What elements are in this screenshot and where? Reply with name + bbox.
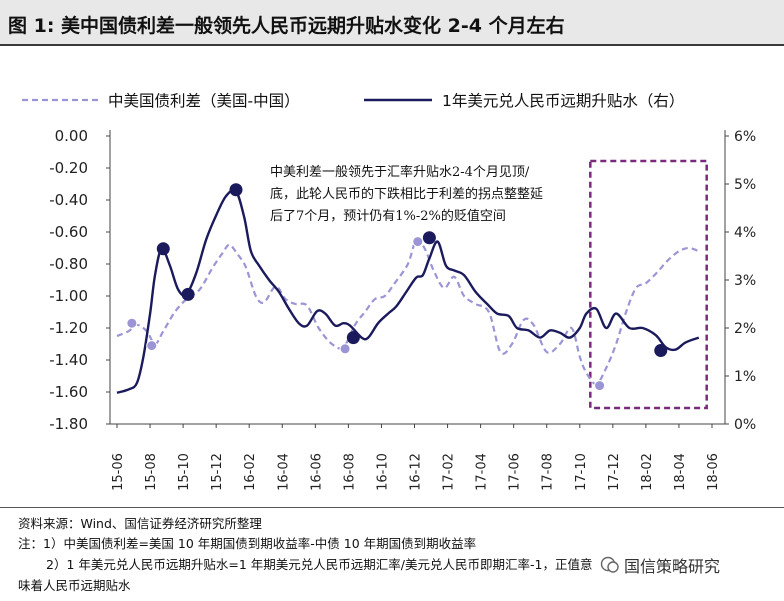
y-right-tick-label: 4%: [734, 225, 756, 241]
x-tick-label: 17-02: [442, 453, 457, 491]
title-bar: 图 1: 美中国债利差一般领先人民币远期升贴水变化 2-4 个月左右: [0, 0, 784, 46]
x-tick-label: 18-02: [640, 453, 655, 491]
x-tick-label: 15-10: [177, 453, 192, 491]
x-tick-label: 17-04: [475, 453, 490, 491]
note-1: 注：1）中美国债利差=美国 10 年期国债到期收益率-中债 10 年期国债到期收…: [18, 536, 477, 551]
spread-marker: [126, 317, 138, 329]
x-tick-label: 16-12: [409, 453, 424, 491]
legend-label-spread: 中美国债利差（美国-中国）: [108, 92, 300, 110]
forward-points-marker: [181, 287, 195, 301]
x-tick-label: 17-12: [607, 453, 622, 491]
x-tick-label: 15-08: [144, 453, 159, 491]
legend: 中美国债利差（美国-中国） 1年美元兑人民币远期升贴水（右）: [22, 92, 684, 110]
chart-area: 中美国债利差（美国-中国） 1年美元兑人民币远期升贴水（右） 0.00 -0.20 -…: [22, 92, 756, 491]
x-tick-label: 15-12: [210, 453, 225, 491]
watermark: 国信策略研究: [600, 553, 784, 577]
y-left-tick-label: -0.40: [49, 191, 88, 209]
x-tick-label: 17-06: [508, 453, 523, 491]
forward-points-marker: [422, 231, 436, 245]
x-tick-label: 17-08: [541, 453, 556, 491]
note-3: 味着人民币远期贴水: [18, 578, 131, 593]
markers-layer: [126, 183, 668, 392]
x-tick-label: 15-06: [111, 453, 126, 491]
spread-marker: [339, 343, 351, 355]
y-left-tick-label: -1.40: [49, 351, 88, 369]
x-tick-label: 16-02: [243, 453, 258, 491]
annotation-line: 底，此轮人民币的下跌相比于利差的拐点整整延: [270, 186, 543, 202]
legend-label-forward-points: 1年美元兑人民币远期升贴水（右）: [442, 92, 684, 110]
y-left-tick-label: -1.00: [49, 287, 88, 305]
spread-marker: [146, 340, 158, 352]
watermark-text: 国信策略研究: [624, 557, 721, 576]
x-tick-label: 16-06: [309, 453, 324, 491]
y-left-tick-label: -0.20: [49, 159, 88, 177]
wechat-icon: [600, 556, 619, 573]
chart-title: 图 1: 美中国债利差一般领先人民币远期升贴水变化 2-4 个月左右: [8, 15, 565, 37]
x-tick-label: 16-04: [276, 453, 291, 491]
annotation-text: 中美利差一般领先于汇率升贴水2-4个月见顶/底，此轮人民币的下跌相比于利差的拐点…: [270, 164, 543, 224]
y-right-tick-label: 1%: [734, 369, 756, 385]
y-right-tick-label: 0%: [734, 417, 756, 433]
series-layer: [116, 188, 700, 394]
spread-marker: [412, 236, 424, 248]
y-left-tick-label: 0.00: [55, 127, 88, 145]
forward-points-marker: [229, 183, 243, 197]
source-note: 资料来源：Wind、国信证券经济研究所整理: [18, 516, 262, 531]
x-tick-label: 16-10: [375, 453, 390, 491]
y-right-tick-label: 5%: [734, 177, 756, 193]
axes: 0.00 -0.20 -0.40 -0.60 -0.80 -1.00 -1.20 -1.40 -…: [49, 127, 756, 491]
x-tick-label: 17-10: [574, 453, 589, 491]
y-left-tick-label: -0.60: [49, 223, 88, 241]
y-right-tick-label: 3%: [734, 273, 756, 289]
highlight-box: [589, 159, 708, 410]
x-tick-label: 18-04: [673, 453, 688, 491]
y-left-tick-label: -1.20: [49, 319, 88, 337]
forward-points-marker: [346, 331, 360, 345]
forward-points-marker: [654, 344, 668, 358]
annotation-line: 后了7个月，预计仍有1%-2%的贬值空间: [270, 208, 506, 224]
y-right-tick-label: 2%: [734, 321, 756, 337]
spread-marker: [594, 380, 606, 392]
source-divider: [0, 507, 784, 508]
series-forward-points-line: [116, 188, 700, 394]
note-2: 2）1 年美元兑人民币远期升贴水=1 年期美元兑人民币远期汇率/美元兑人民币即期…: [46, 557, 593, 572]
series-spread-line: [116, 238, 700, 386]
forward-points-marker: [156, 242, 170, 256]
x-tick-label: 18-06: [706, 453, 721, 491]
y-left-tick-label: -1.80: [49, 415, 88, 433]
y-left-tick-label: -0.80: [49, 255, 88, 273]
y-left-tick-label: -1.60: [49, 383, 88, 401]
x-tick-label: 16-08: [342, 453, 357, 491]
highlight-rect: [589, 159, 708, 410]
y-right-tick-label: 6%: [734, 129, 756, 145]
annotation-line: 中美利差一般领先于汇率升贴水2-4个月见顶/: [270, 164, 530, 180]
